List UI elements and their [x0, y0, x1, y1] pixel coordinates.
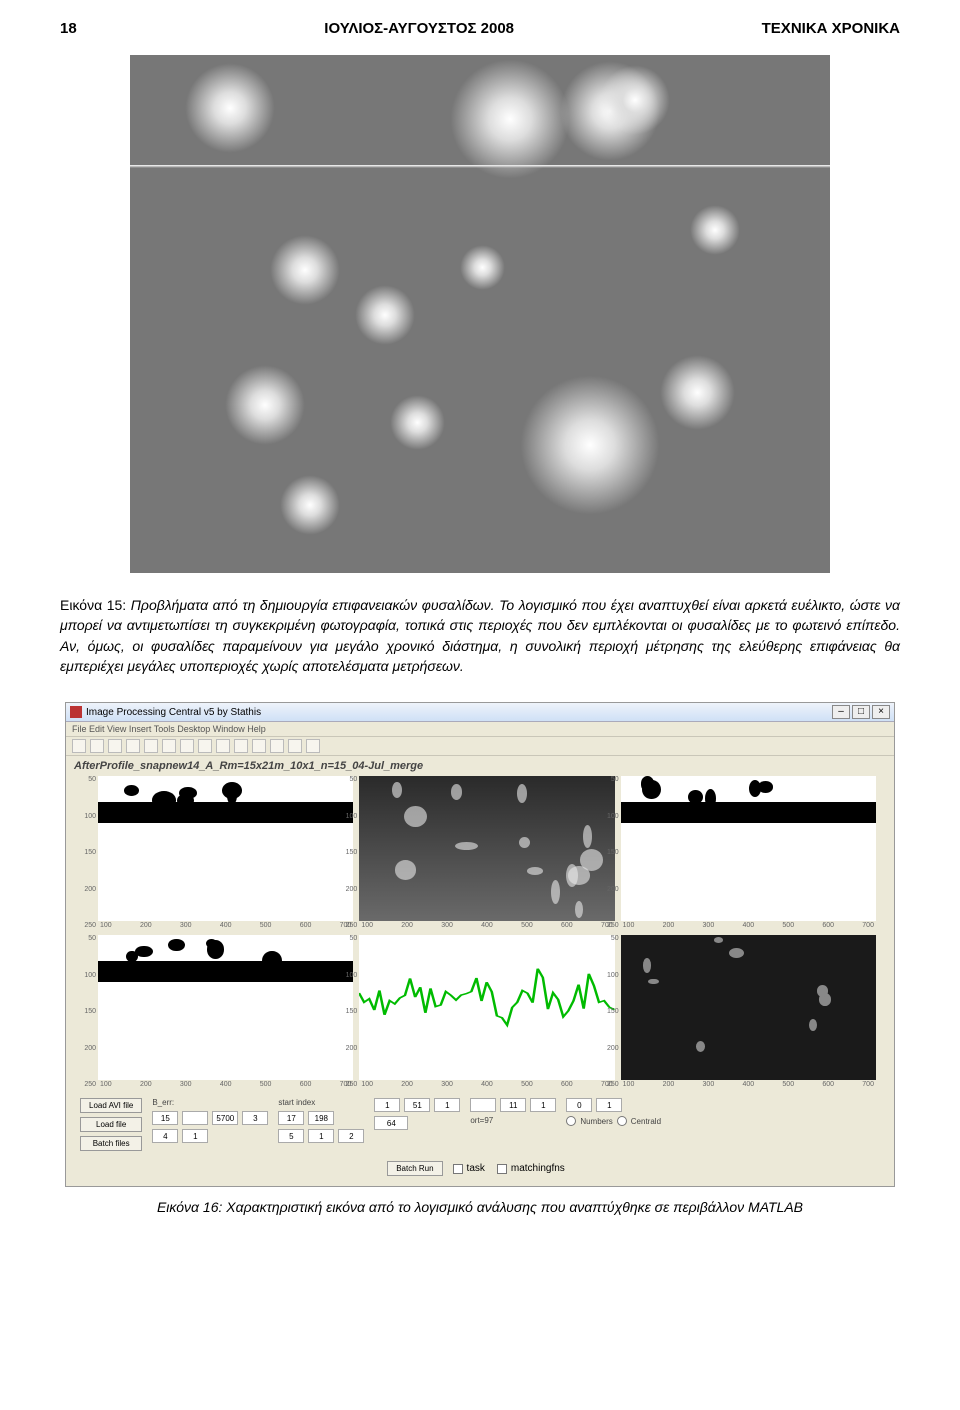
radio-label: Numbers: [580, 1117, 612, 1126]
col-4: ort=97: [470, 1098, 556, 1151]
bubble-blob: [520, 375, 660, 515]
label: ort=97: [470, 1116, 493, 1125]
plot-grid: 5010015020025010020030040050060070050100…: [66, 776, 894, 1092]
plot-panel: 50100150200250100200300400500600700: [621, 935, 876, 1088]
window-buttons: –□×: [832, 705, 890, 719]
plot-panel: 50100150200250100200300400500600700: [98, 935, 353, 1088]
checkbox-label: matchingfns: [511, 1163, 565, 1174]
bubble-blob: [270, 235, 340, 305]
figure-15-text: Προβλήματα από τη δημιουργία επιφανειακώ…: [60, 597, 900, 674]
checkbox[interactable]: [453, 1164, 463, 1174]
toolbar-button[interactable]: [72, 739, 86, 753]
page: 18 ΙΟΥΛΙΟΣ-ΑΥΓΟΥΣΤΟΣ 2008 ΤΕΧΝΙΚΑ ΧΡΟΝΙΚ…: [0, 0, 960, 1245]
toolbar-button[interactable]: [162, 739, 176, 753]
toolbar-button[interactable]: [270, 739, 284, 753]
toolbar-button[interactable]: [288, 739, 302, 753]
toolbar-button[interactable]: [126, 739, 140, 753]
checkbox[interactable]: [497, 1164, 507, 1174]
action-button[interactable]: Load AVI file: [80, 1098, 142, 1113]
radio[interactable]: [617, 1116, 627, 1126]
header-center: ΙΟΥΛΙΟΣ-ΑΥΓΟΥΣΤΟΣ 2008: [77, 20, 762, 37]
action-button[interactable]: Batch files: [80, 1136, 142, 1151]
bubble-blob: [185, 63, 275, 153]
col-3: [374, 1098, 460, 1151]
toolbar-button[interactable]: [216, 739, 230, 753]
input[interactable]: [212, 1111, 238, 1125]
titlebar: Image Processing Central v5 by Stathis –…: [66, 703, 894, 722]
toolbar-button[interactable]: [180, 739, 194, 753]
input[interactable]: [338, 1129, 364, 1143]
input[interactable]: [152, 1129, 178, 1143]
plot-panel: 50100150200250100200300400500600700: [359, 776, 614, 929]
input[interactable]: [470, 1098, 496, 1112]
input[interactable]: [500, 1098, 526, 1112]
bubble-blob: [600, 65, 670, 135]
running-header: 18 ΙΟΥΛΙΟΣ-ΑΥΓΟΥΣΤΟΣ 2008 ΤΕΧΝΙΚΑ ΧΡΟΝΙΚ…: [60, 20, 900, 37]
plot-panel: 50100150200250100200300400500600700: [359, 935, 614, 1088]
toolbar-button[interactable]: [198, 739, 212, 753]
menubar[interactable]: File Edit View Insert Tools Desktop Wind…: [66, 722, 894, 737]
bubble-blob: [280, 475, 340, 535]
app-icon: [70, 706, 82, 718]
col-5: Numbers Centrald: [566, 1098, 661, 1151]
toolbar-button[interactable]: [108, 739, 122, 753]
plot-panel: 50100150200250100200300400500600700: [98, 776, 353, 929]
input[interactable]: [152, 1111, 178, 1125]
bubble-blob: [450, 59, 570, 179]
plot-panel: 50100150200250100200300400500600700: [621, 776, 876, 929]
input[interactable]: [278, 1111, 304, 1125]
bubble-blob: [355, 285, 415, 345]
toolbar-button[interactable]: [252, 739, 266, 753]
figure-16-caption: Εικόνα 16: Χαρακτηριστική εικόνα από το …: [60, 1199, 900, 1215]
window-title: Image Processing Central v5 by Stathis: [86, 707, 261, 718]
input[interactable]: [308, 1129, 334, 1143]
window-button[interactable]: –: [832, 705, 850, 719]
radio-label: Centrald: [631, 1117, 661, 1126]
input[interactable]: [434, 1098, 460, 1112]
input[interactable]: [278, 1129, 304, 1143]
input[interactable]: [374, 1116, 408, 1130]
figure-15-label: Εικόνα 15:: [60, 597, 126, 613]
input[interactable]: [566, 1098, 592, 1112]
action-button[interactable]: Load file: [80, 1117, 142, 1132]
page-number: 18: [60, 20, 77, 37]
col-2: start index: [278, 1098, 364, 1151]
figure-subtitle: AfterProfile_snapnew14_A_Rm=15x21m_10x1_…: [66, 756, 894, 776]
label: B_err:: [152, 1098, 174, 1107]
bottom-controls: Batch Run task matchingfns: [66, 1161, 894, 1186]
controls-panel: Load AVI file Load file Batch files B_err:…: [66, 1092, 894, 1161]
bubble-blob: [460, 245, 505, 290]
input[interactable]: [182, 1111, 208, 1125]
checkbox-label: task: [467, 1163, 485, 1174]
header-right: ΤΕΧΝΙΚΑ ΧΡΟΝΙΚΑ: [762, 20, 900, 37]
figure-15-image: [130, 55, 830, 573]
bubble-blob: [225, 365, 305, 445]
left-buttons: Load AVI file Load file Batch files: [80, 1098, 142, 1151]
window-button[interactable]: □: [852, 705, 870, 719]
input[interactable]: [182, 1129, 208, 1143]
toolbar-button[interactable]: [144, 739, 158, 753]
input[interactable]: [404, 1098, 430, 1112]
input[interactable]: [308, 1111, 334, 1125]
input[interactable]: [242, 1111, 268, 1125]
figure-15-caption: Εικόνα 15: Προβλήματα από τη δημιουργία …: [60, 595, 900, 676]
toolbar: [66, 737, 894, 756]
label: start index: [278, 1098, 315, 1107]
input[interactable]: [530, 1098, 556, 1112]
bubble-blob: [660, 355, 735, 430]
radio[interactable]: [566, 1116, 576, 1126]
bubble-blob: [390, 395, 445, 450]
toolbar-button[interactable]: [306, 739, 320, 753]
window-button[interactable]: ×: [872, 705, 890, 719]
input[interactable]: [374, 1098, 400, 1112]
toolbar-button[interactable]: [90, 739, 104, 753]
batch-run-button[interactable]: Batch Run: [387, 1161, 442, 1176]
toolbar-button[interactable]: [234, 739, 248, 753]
input[interactable]: [596, 1098, 622, 1112]
matlab-gui-window: Image Processing Central v5 by Stathis –…: [65, 702, 895, 1187]
col-1: B_err:: [152, 1098, 268, 1151]
bubble-blob: [690, 205, 740, 255]
